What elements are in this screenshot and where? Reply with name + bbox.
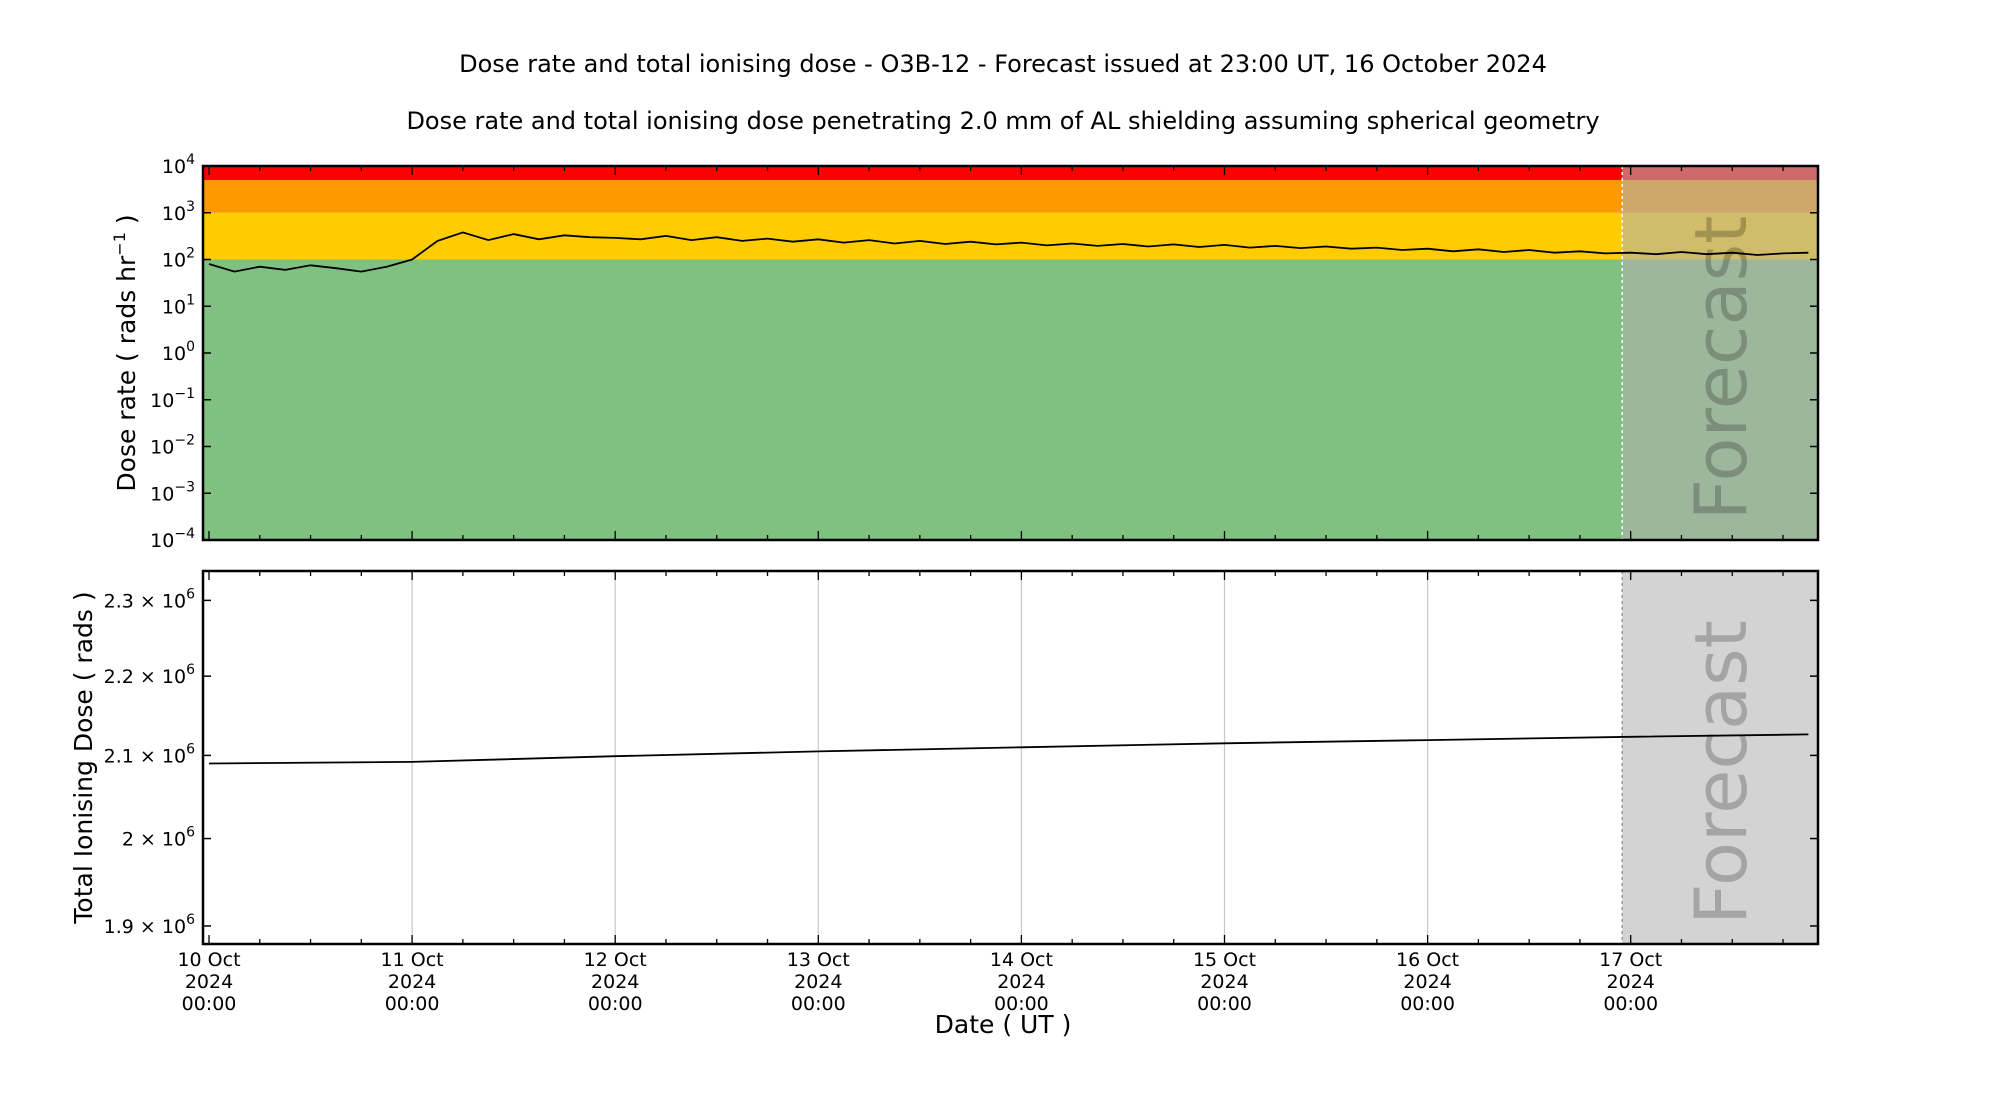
band-orange — [203, 180, 1818, 213]
x-tick-label: 2024 — [388, 971, 436, 993]
x-tick-label: 00:00 — [588, 993, 643, 1015]
x-tick-label: 13 Oct — [787, 949, 850, 971]
y-tick-label: 2.1 × 106 — [104, 741, 195, 767]
x-tick-label: 00:00 — [1603, 993, 1658, 1015]
x-tick-label: 00:00 — [994, 993, 1049, 1015]
x-tick-label: 2024 — [185, 971, 233, 993]
x-axis-label: Date ( UT ) — [935, 1010, 1072, 1039]
x-tick-label: 00:00 — [182, 993, 237, 1015]
x-tick-label: 14 Oct — [990, 949, 1053, 971]
dose-rate-ticks: 10−4 10−3 10−2 10−1 100 101 102 103 104 — [150, 152, 1818, 552]
y-tick-label: 100 — [162, 339, 195, 365]
y-tick-label: 2.3 × 106 — [104, 586, 195, 612]
total-dose-y-axis-label: Total Ionising Dose ( rads ) — [69, 591, 98, 924]
y-tick-label: 10−3 — [150, 479, 195, 505]
y-tick-label: 103 — [162, 199, 195, 225]
dose-rate-forecast-shade — [1622, 166, 1818, 540]
x-tick-label: 10 Oct — [177, 949, 240, 971]
band-green — [203, 259, 1818, 540]
dose-rate-y-axis-label: Dose rate ( rads hr−1 ) — [110, 214, 141, 491]
chart-subtitle: Dose rate and total ionising dose penetr… — [406, 107, 1599, 135]
y-tick-label: 10−4 — [150, 526, 195, 552]
total-dose-frame — [201, 569, 1820, 946]
y-tick-label: 1.9 × 106 — [104, 912, 195, 938]
y-tick-label: 10−2 — [150, 433, 195, 459]
y-tick-label: 2.2 × 106 — [104, 662, 195, 688]
total-dose-panel: 1.9 × 106 2 × 106 2.1 × 106 2.2 × 106 2.3 × … — [69, 569, 1820, 946]
dose-rate-series-line — [208, 231, 1809, 273]
y-tick-label: 102 — [162, 246, 195, 272]
x-tick-label: 2024 — [591, 971, 639, 993]
chart-title: Dose rate and total ionising dose - O3B-… — [459, 50, 1547, 78]
total-dose-ticks: 1.9 × 106 2 × 106 2.1 × 106 2.2 × 106 2.3 × … — [104, 586, 1818, 938]
y-tick-label: 10−1 — [150, 386, 195, 412]
x-tick-label: 16 Oct — [1396, 949, 1459, 971]
dose-rate-forecast-label: Forecast — [1679, 216, 1763, 521]
x-tick-label: 17 Oct — [1599, 949, 1662, 971]
x-tick-label: 00:00 — [1197, 993, 1252, 1015]
x-tick-label: 2024 — [1200, 971, 1248, 993]
total-dose-forecast-shade — [1622, 571, 1818, 944]
x-tick-label: 2024 — [1403, 971, 1451, 993]
x-tick-label: 12 Oct — [584, 949, 647, 971]
x-tick-label: 00:00 — [385, 993, 440, 1015]
x-tick-label: 2024 — [997, 971, 1045, 993]
band-red — [203, 166, 1818, 181]
y-tick-label: 2 × 106 — [122, 825, 195, 851]
total-dose-series-line — [208, 733, 1809, 765]
x-tick-label: 00:00 — [1400, 993, 1455, 1015]
total-dose-forecast-label: Forecast — [1679, 620, 1763, 925]
y-tick-label: 104 — [162, 152, 195, 178]
x-tick-label: 11 Oct — [381, 949, 444, 971]
x-tick-label: 2024 — [1607, 971, 1655, 993]
dose-rate-bands — [203, 166, 1818, 540]
x-tick-label: 00:00 — [791, 993, 846, 1015]
dose-rate-frame — [201, 164, 1820, 542]
x-tick-label: 15 Oct — [1193, 949, 1256, 971]
dose-rate-panel: 10−4 10−3 10−2 10−1 100 101 102 103 104 Forecast… — [110, 152, 1820, 552]
x-tick-label: 2024 — [794, 971, 842, 993]
band-yellow — [203, 212, 1818, 260]
y-tick-label: 101 — [162, 292, 195, 318]
